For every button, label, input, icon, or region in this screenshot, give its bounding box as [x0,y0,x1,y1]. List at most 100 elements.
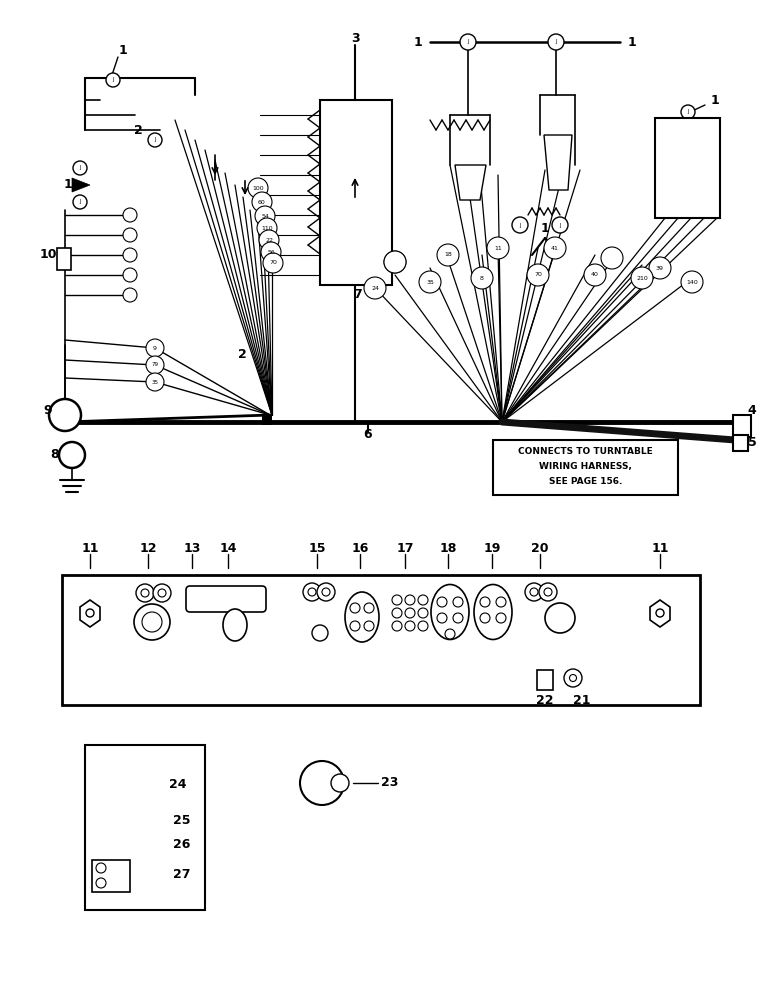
Text: 12: 12 [139,542,157,554]
Circle shape [539,583,557,601]
Text: 13: 13 [183,542,201,554]
Text: J: J [154,137,156,142]
Ellipse shape [474,584,512,640]
Text: 10: 10 [39,248,57,261]
Circle shape [471,267,493,289]
Circle shape [527,264,549,286]
Circle shape [681,271,703,293]
Circle shape [601,247,623,269]
Circle shape [584,264,606,286]
Bar [537,670,553,690]
Circle shape [552,217,568,233]
Circle shape [96,878,106,888]
Circle shape [649,257,671,279]
Circle shape [317,583,335,601]
Circle shape [364,621,374,631]
Circle shape [59,442,85,468]
Text: J: J [687,109,689,114]
Text: 9: 9 [44,403,52,416]
Circle shape [437,597,447,607]
Circle shape [248,178,268,198]
Circle shape [142,612,162,632]
Circle shape [252,192,272,212]
Text: 23: 23 [381,776,398,790]
Circle shape [263,253,283,273]
Circle shape [392,595,402,605]
Text: 16: 16 [351,542,369,554]
Text: 20: 20 [531,542,549,554]
Text: 11: 11 [652,542,669,554]
Bar [57,248,71,270]
Text: WIRING HARNESS,: WIRING HARNESS, [539,462,632,472]
Text: 41: 41 [551,245,559,250]
Text: 70: 70 [269,260,277,265]
Text: 54: 54 [261,214,269,219]
Circle shape [445,629,455,639]
Circle shape [257,218,277,238]
Circle shape [141,589,149,597]
Text: CONNECTS TO TURNTABLE: CONNECTS TO TURNTABLE [518,448,653,456]
Text: 7: 7 [354,288,362,302]
Text: 15: 15 [308,542,326,554]
Circle shape [418,608,428,618]
Text: 21: 21 [574,694,591,706]
Bar [733,435,748,451]
Circle shape [405,621,415,631]
Circle shape [123,288,137,302]
Text: 14: 14 [219,542,237,554]
Ellipse shape [431,584,469,640]
Circle shape [656,609,664,617]
Circle shape [545,603,575,633]
Circle shape [259,230,279,250]
Circle shape [73,161,87,175]
Circle shape [255,206,275,226]
Circle shape [331,774,349,792]
Circle shape [350,603,360,613]
Circle shape [123,208,137,222]
Text: J: J [555,39,557,44]
Circle shape [73,195,87,209]
Text: 2: 2 [238,349,246,361]
Circle shape [453,597,463,607]
Text: 9: 9 [153,346,157,351]
Text: 27: 27 [173,868,191,882]
Polygon shape [80,600,100,627]
Text: 1: 1 [628,35,636,48]
Circle shape [419,271,441,293]
Circle shape [681,105,695,119]
Bar [320,100,392,285]
Bar [655,118,720,218]
Text: 18: 18 [439,542,457,554]
Text: 18: 18 [444,252,452,257]
Ellipse shape [223,609,247,641]
Text: J: J [112,78,113,83]
Text: 1: 1 [540,222,550,234]
Circle shape [384,251,406,273]
Circle shape [512,217,528,233]
Text: 24: 24 [169,778,187,792]
Circle shape [96,863,106,873]
Circle shape [136,584,154,602]
Circle shape [487,237,509,259]
Text: 24: 24 [371,286,379,290]
Text: 35: 35 [426,279,434,284]
Text: 56: 56 [267,249,275,254]
Text: 2: 2 [134,123,142,136]
Circle shape [146,339,164,357]
Polygon shape [262,415,272,425]
Bar [85,745,205,910]
Text: 1: 1 [414,35,422,48]
Circle shape [544,237,566,259]
Polygon shape [650,600,670,627]
Circle shape [384,251,406,273]
Ellipse shape [345,592,379,642]
Text: 22: 22 [537,694,554,706]
Text: 35: 35 [151,379,158,384]
Circle shape [437,613,447,623]
Circle shape [392,621,402,631]
Text: 1: 1 [119,43,127,56]
Text: 8: 8 [480,275,484,280]
Circle shape [123,268,137,282]
Text: 60: 60 [258,200,266,205]
Circle shape [544,588,552,596]
